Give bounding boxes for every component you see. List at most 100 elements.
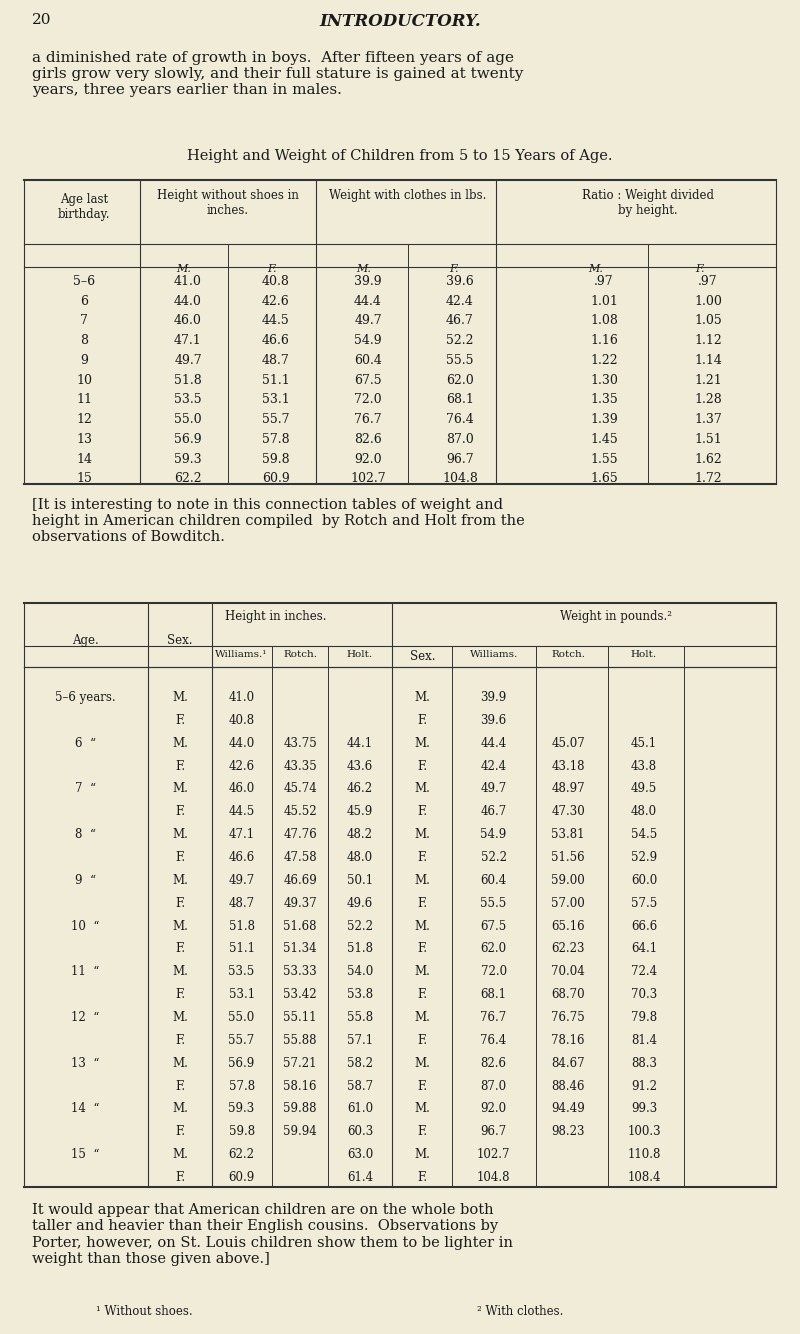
Text: F.: F. <box>418 851 427 864</box>
Text: 44.5: 44.5 <box>229 806 254 818</box>
Text: 68.1: 68.1 <box>446 394 474 407</box>
Text: 1.00: 1.00 <box>694 295 722 308</box>
Text: 59.88: 59.88 <box>283 1102 317 1115</box>
Text: 20: 20 <box>32 13 51 27</box>
Text: 55.7: 55.7 <box>229 1034 254 1047</box>
Text: INTRODUCTORY.: INTRODUCTORY. <box>319 13 481 31</box>
Text: 39.6: 39.6 <box>446 275 474 288</box>
Text: Height and Weight of Children from 5 to 15 Years of Age.: Height and Weight of Children from 5 to … <box>187 149 613 163</box>
Text: 68.1: 68.1 <box>481 988 506 1002</box>
Text: 62.2: 62.2 <box>174 472 202 486</box>
Text: 82.6: 82.6 <box>481 1057 506 1070</box>
Text: M.: M. <box>172 966 188 978</box>
Text: 51.68: 51.68 <box>283 919 317 932</box>
Text: 53.5: 53.5 <box>174 394 202 407</box>
Text: 43.75: 43.75 <box>283 736 317 750</box>
Text: 88.46: 88.46 <box>551 1079 585 1093</box>
Text: 79.8: 79.8 <box>631 1011 657 1025</box>
Text: 46.7: 46.7 <box>481 806 506 818</box>
Text: 40.8: 40.8 <box>229 714 254 727</box>
Text: 51.8: 51.8 <box>174 374 202 387</box>
Text: 110.8: 110.8 <box>627 1149 661 1161</box>
Text: 10: 10 <box>76 374 92 387</box>
Text: 47.30: 47.30 <box>551 806 585 818</box>
Text: 55.7: 55.7 <box>262 414 290 426</box>
Text: 6  “: 6 “ <box>75 736 96 750</box>
Text: 45.07: 45.07 <box>551 736 585 750</box>
Text: 54.5: 54.5 <box>631 828 657 842</box>
Text: Holt.: Holt. <box>347 650 373 659</box>
Text: 55.5: 55.5 <box>446 354 474 367</box>
Text: 9: 9 <box>80 354 88 367</box>
Text: 49.5: 49.5 <box>631 783 657 795</box>
Text: M.: M. <box>414 874 430 887</box>
Text: 57.8: 57.8 <box>262 434 290 446</box>
Text: 92.0: 92.0 <box>481 1102 506 1115</box>
Text: Age.: Age. <box>72 634 99 647</box>
Text: F.: F. <box>418 942 427 955</box>
Text: 52.9: 52.9 <box>631 851 657 864</box>
Text: 1.37: 1.37 <box>694 414 722 426</box>
Text: 52.2: 52.2 <box>347 919 373 932</box>
Text: F.: F. <box>175 714 185 727</box>
Text: 70.04: 70.04 <box>551 966 585 978</box>
Text: 39.9: 39.9 <box>481 691 506 704</box>
Text: 52.2: 52.2 <box>446 334 474 347</box>
Text: M.: M. <box>172 1011 188 1025</box>
Text: 98.23: 98.23 <box>551 1126 585 1138</box>
Text: 48.7: 48.7 <box>262 354 290 367</box>
Text: 44.0: 44.0 <box>174 295 202 308</box>
Text: 60.0: 60.0 <box>631 874 657 887</box>
Text: 43.35: 43.35 <box>283 759 317 772</box>
Text: M.: M. <box>172 1102 188 1115</box>
Text: 12  “: 12 “ <box>71 1011 100 1025</box>
Text: Rotch.: Rotch. <box>551 650 585 659</box>
Text: 59.3: 59.3 <box>174 452 202 466</box>
Text: 42.6: 42.6 <box>229 759 254 772</box>
Text: 53.81: 53.81 <box>551 828 585 842</box>
Text: 55.8: 55.8 <box>347 1011 373 1025</box>
Text: 55.88: 55.88 <box>283 1034 317 1047</box>
Text: 44.4: 44.4 <box>481 736 506 750</box>
Text: 53.1: 53.1 <box>229 988 254 1002</box>
Text: 57.1: 57.1 <box>347 1034 373 1047</box>
Text: 67.5: 67.5 <box>354 374 382 387</box>
Text: Williams.: Williams. <box>470 650 518 659</box>
Text: 12: 12 <box>76 414 92 426</box>
Text: M.: M. <box>414 736 430 750</box>
Text: 11  “: 11 “ <box>71 966 100 978</box>
Text: 81.4: 81.4 <box>631 1034 657 1047</box>
Text: 61.0: 61.0 <box>347 1102 373 1115</box>
Text: 14: 14 <box>76 452 92 466</box>
Text: 45.1: 45.1 <box>631 736 657 750</box>
Text: 96.7: 96.7 <box>481 1126 506 1138</box>
Text: 49.37: 49.37 <box>283 896 317 910</box>
Text: 59.8: 59.8 <box>229 1126 254 1138</box>
Text: Holt.: Holt. <box>631 650 657 659</box>
Text: 63.0: 63.0 <box>347 1149 373 1161</box>
Text: 44.5: 44.5 <box>262 315 290 327</box>
Text: 65.16: 65.16 <box>551 919 585 932</box>
Text: 60.4: 60.4 <box>354 354 382 367</box>
Text: ¹ Without shoes.: ¹ Without shoes. <box>96 1305 192 1318</box>
Text: 7  “: 7 “ <box>75 783 96 795</box>
Text: M.: M. <box>172 919 188 932</box>
Text: 51.56: 51.56 <box>551 851 585 864</box>
Text: 40.8: 40.8 <box>262 275 290 288</box>
Text: Height without shoes in
inches.: Height without shoes in inches. <box>157 189 299 217</box>
Text: 1.22: 1.22 <box>590 354 618 367</box>
Text: 39.6: 39.6 <box>481 714 506 727</box>
Text: 53.1: 53.1 <box>262 394 290 407</box>
Text: F.: F. <box>695 264 705 273</box>
Text: F.: F. <box>418 1171 427 1185</box>
Text: M.: M. <box>589 264 603 273</box>
Text: 59.00: 59.00 <box>551 874 585 887</box>
Text: 55.0: 55.0 <box>174 414 202 426</box>
Text: 1.30: 1.30 <box>590 374 618 387</box>
Text: 82.6: 82.6 <box>354 434 382 446</box>
Text: 60.4: 60.4 <box>481 874 506 887</box>
Text: 47.76: 47.76 <box>283 828 317 842</box>
Text: 84.67: 84.67 <box>551 1057 585 1070</box>
Text: 56.9: 56.9 <box>229 1057 254 1070</box>
Text: 61.4: 61.4 <box>347 1171 373 1185</box>
